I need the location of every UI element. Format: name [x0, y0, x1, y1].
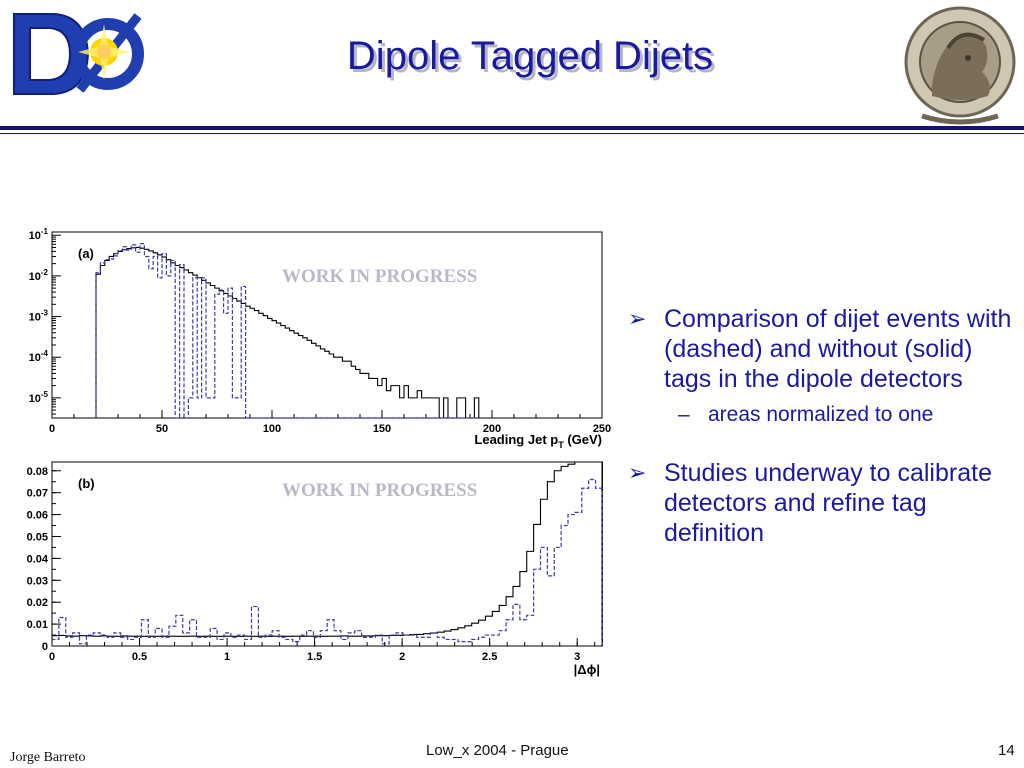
- y-tick-exponent: -1: [41, 227, 49, 236]
- x-axis-label-sub: T: [558, 440, 564, 450]
- x-axis-label: |Δϕ|: [574, 662, 600, 677]
- x-tick-label: 200: [483, 423, 501, 435]
- bullet-text: Studies underway to calibrate detectors …: [664, 459, 992, 547]
- y-tick-label: 0: [42, 641, 48, 653]
- x-tick-label: 1: [224, 651, 230, 663]
- y-tick-mantissa: 10: [29, 230, 41, 242]
- footer-event: Low_x 2004 - Prague: [426, 742, 569, 759]
- university-seal: [904, 6, 1016, 125]
- x-tick-label: 100: [263, 423, 281, 435]
- y-tick-label: 0.03: [27, 575, 48, 587]
- y-tick-mantissa: 10: [29, 271, 41, 283]
- sub-bullet-item: – areas normalized to one: [628, 400, 1013, 430]
- title-rule: [0, 126, 1024, 130]
- plot-frame: [51, 461, 603, 647]
- histogram-dashed-tagged: [95, 243, 479, 419]
- y-tick-label: 10-5: [29, 390, 49, 405]
- y-tick-mantissa: 10: [29, 312, 41, 324]
- y-tick-mantissa: 10: [29, 352, 41, 364]
- y-tick-label: 0.02: [27, 597, 48, 609]
- x-tick-label: 2.5: [482, 651, 497, 663]
- y-tick-label: 0.01: [27, 619, 48, 631]
- x-tick-label: 3: [574, 651, 580, 663]
- panel-label: (a): [78, 246, 94, 261]
- bullet-item: ➢ Studies underway to calibrate detector…: [628, 458, 1013, 548]
- x-tick-label: 0: [49, 423, 55, 435]
- x-tick-label: 250: [593, 423, 611, 435]
- watermark-a: WORK IN PROGRESS: [282, 266, 478, 287]
- y-tick-label: 10-3: [29, 309, 49, 324]
- x-axis-label: Leading Jet pT (GeV): [474, 432, 602, 450]
- footer-author: Jorge Barreto: [10, 750, 86, 765]
- sub-bullet-text: areas normalized to one: [708, 403, 934, 426]
- y-tick-label: 10-1: [29, 227, 49, 242]
- y-tick-label: 0.05: [27, 531, 48, 543]
- bullet-text: Comparison of dijet events with (dashed)…: [664, 305, 1012, 393]
- x-tick-label: 150: [373, 423, 391, 435]
- histogram-solid-untagged: [51, 461, 603, 646]
- x-tick-label: 2: [399, 651, 405, 663]
- x-tick-label: 50: [156, 423, 168, 435]
- x-tick-label: 0: [49, 651, 55, 663]
- watermark-b: WORK IN PROGRESS: [282, 480, 478, 501]
- plot-frame: [51, 231, 603, 419]
- y-tick-exponent: -2: [41, 268, 49, 277]
- y-tick-label: 10-4: [29, 349, 49, 364]
- svg-text:DØ: DØ: [74, 101, 76, 103]
- y-tick-label: 0.04: [27, 553, 49, 565]
- chart-a-pt: 0 50 100 150 200 25010-110-210-310-410-5(a)Le…: [29, 227, 612, 450]
- x-tick-label: 0.5: [132, 651, 147, 663]
- y-tick-exponent: -3: [41, 309, 49, 318]
- x-axis-label-main: Leading Jet p: [474, 432, 558, 447]
- y-tick-label: 0.08: [27, 466, 48, 478]
- y-tick-label: 10-2: [29, 268, 49, 283]
- y-tick-label: 0.06: [27, 510, 48, 522]
- chart-b-dphi: 0 0.5 1 1.5 2 2.5 3 0 0.01 0.02 0.03 0.04 0.05 0.06 0.…: [27, 461, 604, 677]
- histogram-dashed-tagged: [51, 478, 604, 646]
- y-tick-mantissa: 10: [29, 393, 41, 405]
- footer-page-number: 14: [998, 742, 1015, 759]
- slide-title: Dipole Tagged Dijets: [346, 34, 714, 78]
- dash-icon: –: [678, 403, 690, 426]
- x-axis-label-unit: (GeV): [564, 432, 602, 447]
- y-tick-exponent: -4: [41, 349, 49, 358]
- bullet-item: ➢ Comparison of dijet events with (dashe…: [628, 304, 1013, 394]
- histogram-solid-untagged: [95, 246, 480, 419]
- bullet-list: ➢ Comparison of dijet events with (dashe…: [628, 304, 1013, 548]
- y-tick-label: 0.07: [27, 488, 48, 500]
- d0-logo: DØ: [6, 8, 144, 103]
- title-rule-thin: [0, 133, 1024, 134]
- arrow-bullet-icon: ➢: [628, 306, 647, 331]
- panel-label: (b): [78, 476, 95, 491]
- y-tick-exponent: -5: [41, 390, 49, 399]
- arrow-bullet-icon: ➢: [628, 460, 647, 485]
- x-tick-label: 1.5: [307, 651, 322, 663]
